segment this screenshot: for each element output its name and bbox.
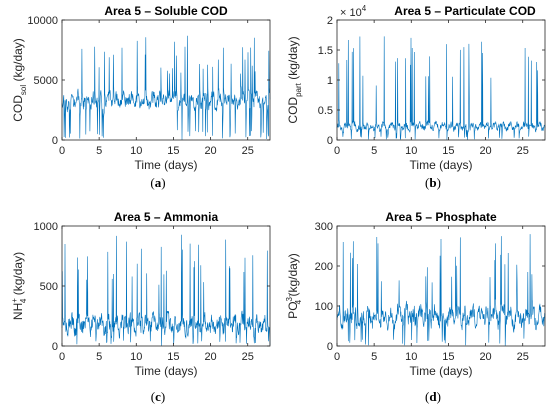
chart-panel-c: 0 5 10 15 20 25 0 500 1000 Area 5 – Ammonia Time (… — [10, 210, 271, 404]
chart-title: Area 5 – Ammonia — [114, 210, 219, 224]
x-tick-label: 25 — [242, 351, 254, 363]
panel-label: (d) — [425, 389, 441, 404]
x-tick-label: 0 — [334, 145, 340, 157]
y-tick-label: 0 — [52, 135, 58, 147]
x-tick-label: 20 — [479, 145, 491, 157]
x-axis-label: Time (days) — [410, 158, 473, 172]
y-axis-label: PO3-4 (kg/day) — [285, 253, 303, 319]
y-tick-label: 1.5 — [318, 45, 333, 57]
panel-label: (a) — [150, 175, 165, 190]
y-multiplier: × 104 — [340, 4, 367, 19]
series-line — [61, 35, 271, 140]
axes-box — [336, 19, 546, 141]
x-tick-label: 10 — [130, 145, 142, 157]
chart-panel-a: 0 5 10 15 20 25 0 5000 10000 Area 5 – Soluble COD… — [11, 4, 271, 190]
x-axis-label: Time (days) — [135, 158, 198, 172]
y-tick-label: 2 — [327, 15, 333, 27]
y-tick-label: 10000 — [27, 15, 58, 27]
y-tick-label: 500 — [40, 281, 58, 293]
x-tick-label: 0 — [334, 351, 340, 363]
x-tick-label: 15 — [442, 145, 454, 157]
panel-label: (b) — [425, 175, 441, 190]
x-tick-label: 15 — [167, 351, 179, 363]
x-tick-label: 0 — [59, 351, 65, 363]
x-tick-label: 5 — [371, 351, 377, 363]
x-tick-label: 0 — [59, 145, 65, 157]
x-tick-label: 15 — [167, 145, 179, 157]
x-axis-label: Time (days) — [135, 364, 198, 378]
y-tick-label: 0 — [327, 341, 333, 353]
x-tick-label: 5 — [371, 145, 377, 157]
x-tick-label: 15 — [442, 351, 454, 363]
chart-title: Area 5 – Phosphate — [385, 210, 497, 224]
y-tick-label: 300 — [315, 221, 333, 233]
x-tick-label: 20 — [479, 351, 491, 363]
x-tick-label: 25 — [242, 145, 254, 157]
x-tick-label: 10 — [405, 351, 417, 363]
x-tick-label: 10 — [130, 351, 142, 363]
x-tick-label: 5 — [96, 145, 102, 157]
chart-panel-b: 0 5 10 15 20 25 0 0.5 1 1.5 2 × 104 Area 5 – Particu… — [286, 4, 546, 190]
x-tick-label: 25 — [517, 145, 529, 157]
y-tick-label: 200 — [315, 261, 333, 273]
y-tick-label: 0.5 — [318, 105, 333, 117]
y-axis-label: CODsol (kg/day) — [11, 38, 28, 122]
chart-title: Area 5 – Soluble COD — [104, 4, 228, 18]
y-tick-label: 1 — [327, 75, 333, 87]
x-axis-label: Time (days) — [410, 364, 473, 378]
y-tick-label: 100 — [315, 301, 333, 313]
series-line — [336, 36, 546, 140]
y-tick-label: 5000 — [34, 75, 58, 87]
chart-panel-d: 0 5 10 15 20 25 0 100 200 300 Area 5 – Phosphate Ti… — [285, 210, 546, 404]
y-axis-label: NH+4 (kg/day) — [10, 252, 28, 320]
panel-label: (c) — [151, 389, 165, 404]
axes-box — [336, 225, 546, 347]
chart-title: Area 5 – Particulate COD — [394, 4, 536, 18]
y-tick-label: 0 — [327, 135, 333, 147]
series-line — [336, 234, 546, 346]
x-tick-label: 20 — [204, 351, 216, 363]
x-tick-label: 5 — [96, 351, 102, 363]
x-tick-label: 10 — [405, 145, 417, 157]
y-tick-label: 1000 — [34, 221, 58, 233]
x-tick-label: 25 — [517, 351, 529, 363]
series-line — [61, 234, 271, 346]
axes-box — [61, 19, 271, 141]
y-tick-label: 0 — [52, 341, 58, 353]
x-tick-label: 20 — [204, 145, 216, 157]
y-axis-label: CODpart (kg/day) — [286, 36, 303, 123]
